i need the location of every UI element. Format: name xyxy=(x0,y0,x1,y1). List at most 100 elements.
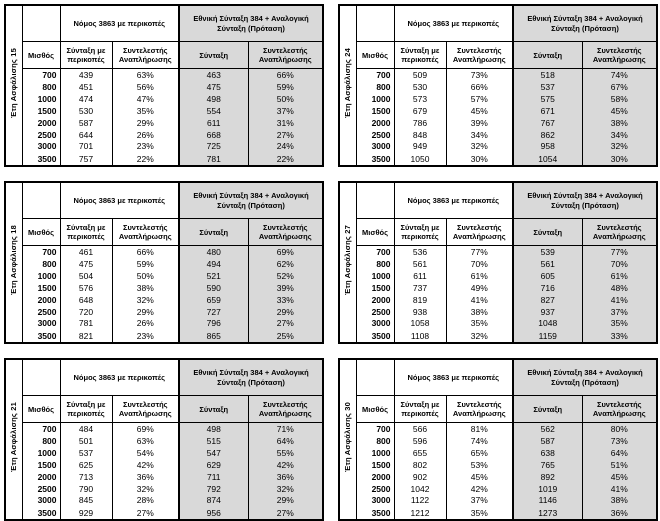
table-row: 1000 573 57% 575 58% xyxy=(339,93,658,105)
group-header-row: Έτη Ασφάλισης 27 Νόμος 3863 με περικοπές… xyxy=(338,182,658,344)
pension-proposal-cell: 827 xyxy=(512,293,583,306)
replacement-rate-proposal-cell: 45% xyxy=(581,470,658,483)
pension-proposal-cell: 554 xyxy=(178,104,249,117)
replacement-rate-column-header: Συντελεστής Αναπλήρωσης xyxy=(111,395,180,423)
replacement-rate-cell: 41% xyxy=(445,293,514,306)
group-header-row: Έτη Ασφάλισης 24 Νόμος 3863 με περικοπές… xyxy=(338,5,658,167)
salary-cell: 2000 xyxy=(355,116,395,129)
salary-cell: 2500 xyxy=(355,482,395,495)
salary-cell: 3000 xyxy=(21,494,61,507)
pension-with-cuts-cell: 573 xyxy=(393,93,447,105)
years-of-insurance-cell: Έτη Ασφάλισης 27 xyxy=(338,182,357,344)
table-row: 800 475 59% 494 62% xyxy=(5,258,324,271)
table-row: 1000 474 47% 498 50% xyxy=(5,93,324,105)
table-row: 2500 644 26% 668 27% xyxy=(5,128,324,141)
table-row: 2000 902 45% 892 45% xyxy=(339,470,658,483)
replacement-rate-proposal-cell: 55% xyxy=(247,447,324,459)
replacement-rate-proposal-column-header: Συντελεστής Αναπλήρωσης xyxy=(581,41,658,69)
replacement-rate-proposal-cell: 66% xyxy=(247,68,324,82)
pension-proposal-column-header: Σύνταξη xyxy=(178,41,249,69)
replacement-rate-cell: 26% xyxy=(111,128,180,141)
salary-cell: 3500 xyxy=(355,152,395,166)
salary-cell: 2000 xyxy=(21,116,61,129)
replacement-rate-column-header: Συντελεστής Αναπλήρωσης xyxy=(111,41,180,69)
pension-with-cuts-cell: 938 xyxy=(393,305,447,318)
pension-proposal-cell: 521 xyxy=(178,270,249,282)
pension-proposal-cell: 575 xyxy=(512,93,583,105)
replacement-rate-proposal-cell: 32% xyxy=(247,482,324,495)
salary-cell: 700 xyxy=(355,245,395,259)
group-header-row: Έτη Ασφάλισης 15 Νόμος 3863 με περικοπές… xyxy=(4,5,324,167)
replacement-rate-cell: 66% xyxy=(111,245,180,259)
replacement-rate-proposal-cell: 38% xyxy=(581,116,658,129)
pension-proposal-cell: 1273 xyxy=(512,506,583,520)
pension-with-cuts-cell: 720 xyxy=(59,305,113,318)
table-row: 700 484 69% 498 71% xyxy=(5,422,324,436)
salary-cell: 2000 xyxy=(355,470,395,483)
salary-cell: 2500 xyxy=(355,128,395,141)
replacement-rate-proposal-cell: 67% xyxy=(581,81,658,94)
pension-proposal-column-header: Σύνταξη xyxy=(512,41,583,69)
replacement-rate-proposal-column-header: Συντελεστής Αναπλήρωσης xyxy=(581,218,658,246)
salary-cell: 1500 xyxy=(355,281,395,294)
pension-proposal-cell: 498 xyxy=(178,422,249,436)
pension-with-cuts-column-header: Σύνταξη με περικοπές xyxy=(59,395,113,423)
salary-cell: 700 xyxy=(355,68,395,82)
table-row: 3000 701 23% 725 24% xyxy=(5,140,324,153)
proposal-group-header: Εθνική Σύνταξη 384 + Αναλογική Σύνταξη (… xyxy=(178,5,324,42)
replacement-rate-cell: 63% xyxy=(111,435,180,448)
replacement-rate-cell: 45% xyxy=(445,470,514,483)
pension-proposal-column-header: Σύνταξη xyxy=(178,395,249,423)
replacement-rate-cell: 35% xyxy=(111,104,180,117)
replacement-rate-proposal-cell: 41% xyxy=(581,482,658,495)
replacement-rate-proposal-cell: 73% xyxy=(581,435,658,448)
group-header-row: Έτη Ασφάλισης 21 Νόμος 3863 με περικοπές… xyxy=(4,359,324,521)
replacement-rate-cell: 38% xyxy=(445,305,514,318)
pension-proposal-cell: 958 xyxy=(512,140,583,153)
salary-cell: 1500 xyxy=(21,458,61,471)
salary-cell: 700 xyxy=(21,422,61,436)
replacement-rate-proposal-cell: 27% xyxy=(247,128,324,141)
salary-cell: 1500 xyxy=(21,104,61,117)
pension-proposal-cell: 659 xyxy=(178,293,249,306)
replacement-rate-cell: 61% xyxy=(445,270,514,282)
pension-with-cuts-cell: 1058 xyxy=(393,317,447,330)
pension-proposal-cell: 792 xyxy=(178,482,249,495)
replacement-rate-proposal-cell: 45% xyxy=(581,104,658,117)
law-3863-group-header: Νόμος 3863 με περικοπές xyxy=(59,359,180,396)
salary-cell: 800 xyxy=(21,435,61,448)
replacement-rate-proposal-cell: 61% xyxy=(581,270,658,282)
proposal-group-header: Εθνική Σύνταξη 384 + Αναλογική Σύνταξη (… xyxy=(512,359,658,396)
replacement-rate-proposal-column-header: Συντελεστής Αναπλήρωσης xyxy=(247,395,324,423)
table-row: 3500 757 22% 781 22% xyxy=(5,152,324,166)
replacement-rate-proposal-cell: 64% xyxy=(581,447,658,459)
pension-proposal-cell: 716 xyxy=(512,281,583,294)
column-header-row: Μισθός Σύνταξη με περικοπές Συντελεστής … xyxy=(5,218,324,246)
pension-proposal-cell: 480 xyxy=(178,245,249,259)
replacement-rate-cell: 34% xyxy=(445,128,514,141)
pension-proposal-cell: 587 xyxy=(512,435,583,448)
years-of-insurance-label: Έτη Ασφάλισης 18 xyxy=(9,224,19,296)
replacement-rate-cell: 32% xyxy=(445,140,514,153)
pension-with-cuts-cell: 1212 xyxy=(393,506,447,520)
salary-column-header: Μισθός xyxy=(355,218,395,246)
pension-with-cuts-cell: 1108 xyxy=(393,329,447,343)
replacement-rate-cell: 28% xyxy=(111,494,180,507)
table-row: 3500 1108 32% 1159 33% xyxy=(339,329,658,343)
table-row: 1000 504 50% 521 52% xyxy=(5,270,324,282)
law-3863-group-header: Νόμος 3863 με περικοπές xyxy=(59,5,180,42)
pension-table: Έτη Ασφάλισης 18 Νόμος 3863 με περικοπές… xyxy=(4,181,325,344)
pension-table: Έτη Ασφάλισης 27 Νόμος 3863 με περικοπές… xyxy=(338,181,659,344)
proposal-group-header: Εθνική Σύνταξη 384 + Αναλογική Σύνταξη (… xyxy=(178,182,324,219)
replacement-rate-cell: 42% xyxy=(445,482,514,495)
salary-cell: 3000 xyxy=(355,140,395,153)
pension-proposal-cell: 547 xyxy=(178,447,249,459)
salary-cell: 1000 xyxy=(355,270,395,282)
replacement-rate-proposal-cell: 51% xyxy=(581,458,658,471)
column-header-row: Μισθός Σύνταξη με περικοπές Συντελεστής … xyxy=(339,395,658,423)
empty-corner-cell xyxy=(355,182,395,219)
pension-proposal-cell: 1159 xyxy=(512,329,583,343)
salary-cell: 800 xyxy=(355,258,395,271)
group-header-row: Έτη Ασφάλισης 30 Νόμος 3863 με περικοπές… xyxy=(338,359,658,521)
replacement-rate-proposal-cell: 34% xyxy=(581,128,658,141)
